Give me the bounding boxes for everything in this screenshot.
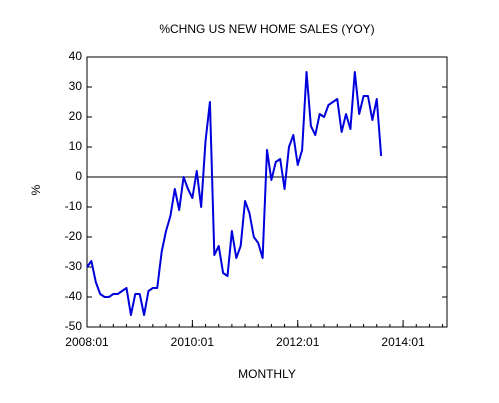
plot-frame <box>86 56 448 328</box>
y-tick-label: 10 <box>69 139 83 153</box>
data-line <box>86 71 383 316</box>
y-tick-label: -50 <box>65 319 83 333</box>
y-tick-label: 0 <box>75 169 82 183</box>
y-tick-label: -40 <box>65 289 83 303</box>
y-tick-label: 20 <box>69 109 83 123</box>
x-axis-label: MONTHLY <box>238 367 296 381</box>
y-tick-label: 30 <box>69 79 83 93</box>
x-tick-label: 2008:01 <box>65 335 109 349</box>
x-tick-label: 2012:01 <box>276 335 320 349</box>
y-tick-label: -20 <box>65 229 83 243</box>
y-tick-label: 40 <box>69 49 83 63</box>
x-tick-label: 2010:01 <box>171 335 215 349</box>
y-axis-label: % <box>29 184 43 195</box>
chart-title: %CHNG US NEW HOME SALES (YOY) <box>159 22 374 36</box>
y-tick-label: -30 <box>65 259 83 273</box>
x-tick-label: 2014:01 <box>381 335 425 349</box>
y-tick-label: -10 <box>65 199 83 213</box>
